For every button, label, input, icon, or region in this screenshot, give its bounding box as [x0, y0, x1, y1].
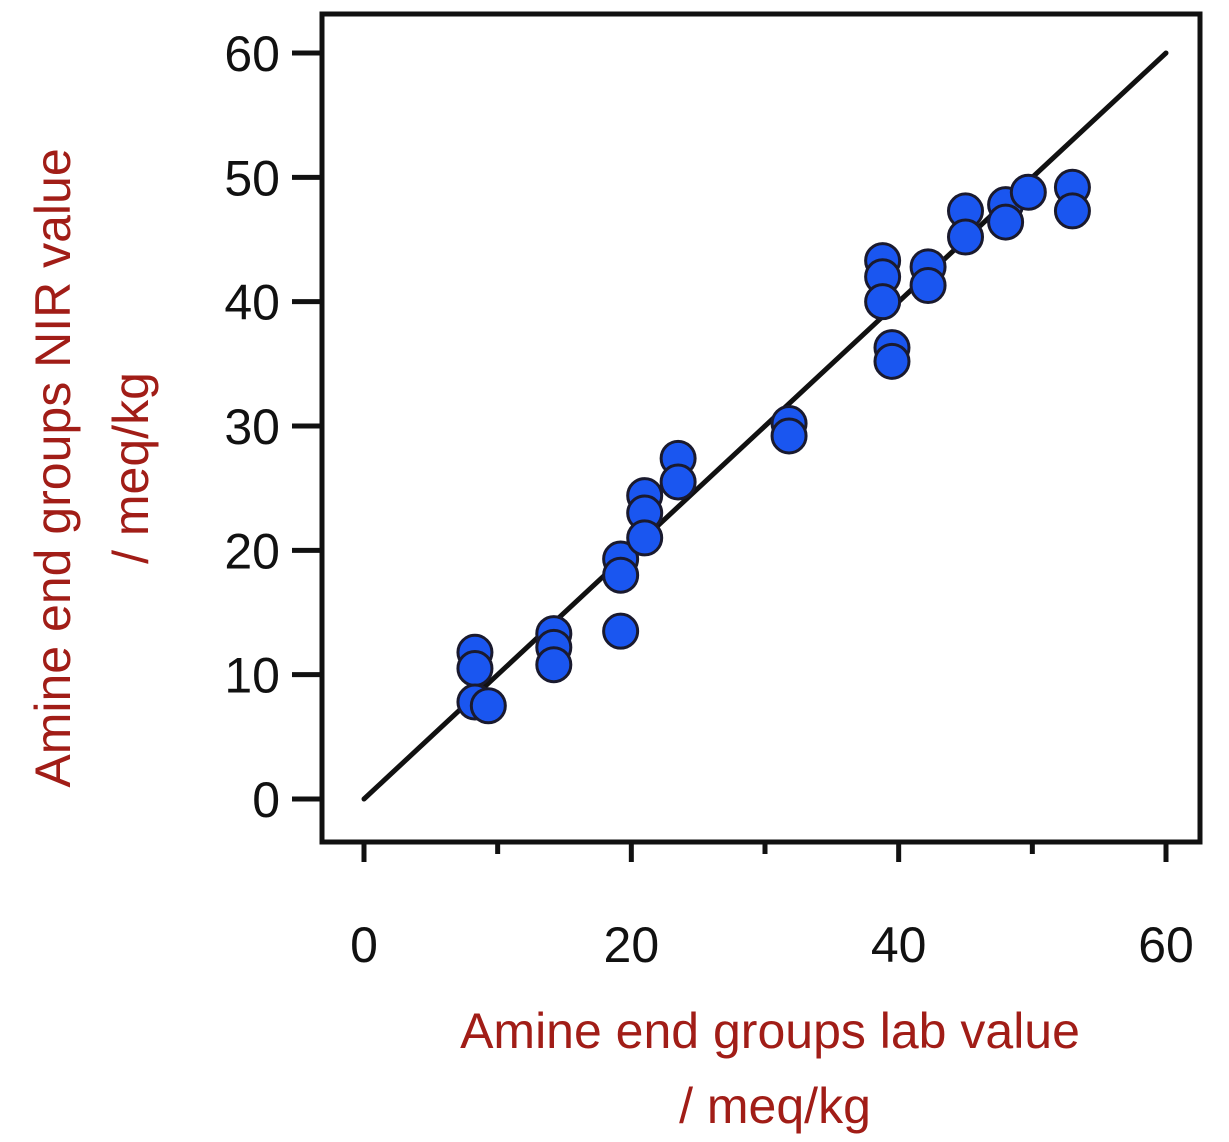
- y-tick-label: 20: [224, 523, 280, 579]
- data-point: [864, 283, 902, 321]
- x-tick-label: 0: [350, 917, 378, 973]
- x-tick-label: 60: [1138, 917, 1194, 973]
- data-point: [1009, 173, 1047, 211]
- y-tick-label: 50: [224, 150, 280, 206]
- data-point: [873, 342, 911, 380]
- data-point: [770, 417, 808, 455]
- y-tick-label: 30: [224, 399, 280, 455]
- data-point: [909, 267, 947, 305]
- data-point: [456, 649, 494, 687]
- y-tick-label: 10: [224, 648, 280, 704]
- y-tick-label: 60: [224, 26, 280, 82]
- data-point: [626, 519, 664, 557]
- data-points: [456, 168, 1091, 725]
- x-tick-label: 40: [871, 917, 927, 973]
- data-point: [535, 646, 573, 684]
- y-axis-title-line1: Amine end groups NIR value: [25, 148, 81, 787]
- x-axis: 0 20 40 60: [350, 842, 1194, 973]
- x-tick-label: 20: [604, 917, 660, 973]
- data-point: [659, 463, 697, 501]
- y-tick-label: 40: [224, 275, 280, 331]
- x-axis-title-line2: / meq/kg: [679, 1078, 871, 1134]
- data-point: [602, 556, 640, 594]
- y-tick-label: 0: [252, 772, 280, 828]
- data-point: [602, 612, 640, 650]
- y-axis-title-line2: / meq/kg: [103, 372, 159, 564]
- data-point: [947, 218, 984, 256]
- y-axis: 0 10 20 30 40 50 60: [224, 26, 322, 828]
- data-point: [469, 687, 507, 725]
- data-point: [1053, 192, 1091, 230]
- x-axis-title-line1: Amine end groups lab value: [460, 1003, 1080, 1059]
- data-point: [987, 203, 1025, 241]
